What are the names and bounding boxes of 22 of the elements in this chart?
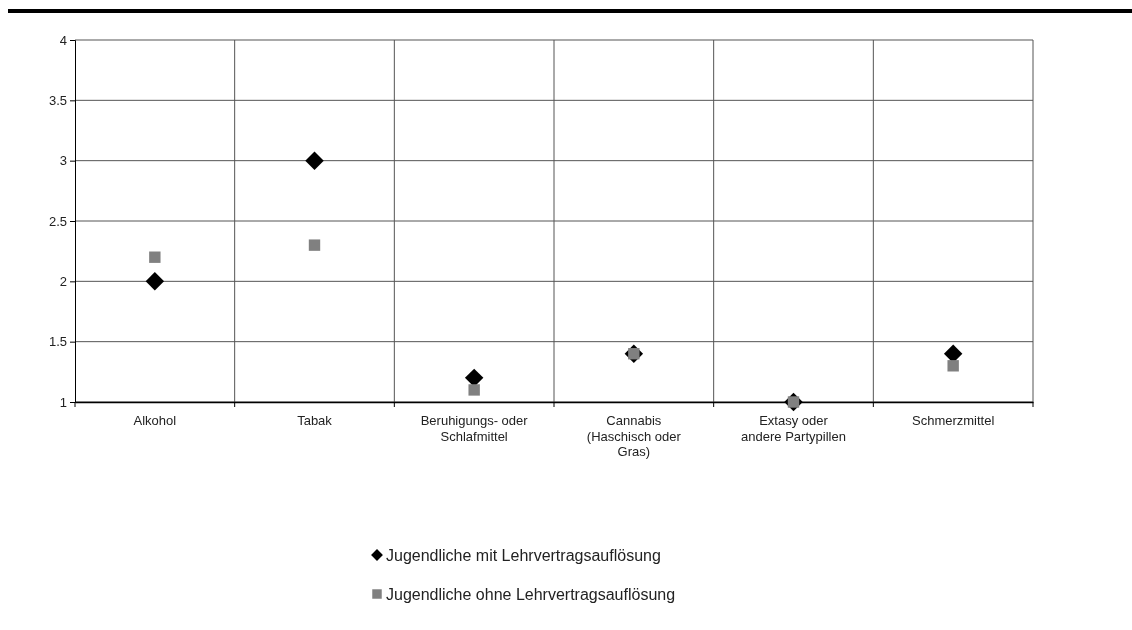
x-tick-label: Cannabis (Haschisch oder Gras) [586, 413, 682, 460]
y-tick-label: 1.5 [48, 334, 67, 350]
x-tick-label: Alkohol [133, 413, 177, 429]
x-tick-label: Schmerzmittel [911, 413, 995, 429]
point [468, 384, 480, 396]
y-tick-label: 1 [59, 394, 67, 410]
point [145, 272, 165, 291]
point [943, 344, 963, 363]
y-tick-label: 2 [59, 273, 67, 289]
y-tick-label: 3 [59, 153, 67, 169]
x-tick-label: Beruhigungs- oder Schlafmittel [420, 413, 529, 444]
point [308, 239, 321, 251]
y-tick-label: 2.5 [48, 213, 67, 229]
x-tick-label: Tabak [297, 413, 333, 429]
y-tick-label: 4 [59, 32, 67, 48]
point [947, 360, 959, 372]
legend-label: Jugendliche ohne Lehrvertragsauflösung [386, 586, 676, 603]
x-tick-label: Extasy oder andere Partypillen [741, 413, 846, 444]
legend-label: Jugendliche mit Lehrvertragsauflösung [386, 547, 661, 564]
point [305, 151, 324, 170]
point [149, 251, 161, 263]
y-tick-label: 3.5 [48, 92, 67, 108]
